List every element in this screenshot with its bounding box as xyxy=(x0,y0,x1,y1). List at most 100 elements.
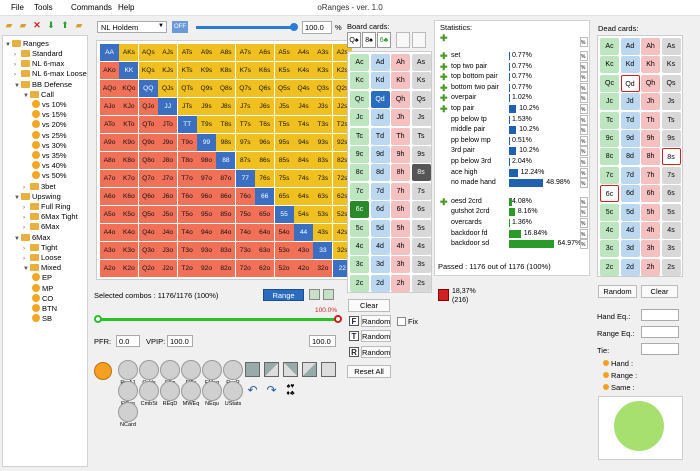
board-card[interactable]: 6d xyxy=(370,201,390,219)
hand-cell[interactable]: T4s xyxy=(294,116,313,133)
dead-card[interactable]: Qs xyxy=(661,74,681,92)
stat-percent-toggle[interactable]: % xyxy=(580,196,588,207)
dead-card[interactable]: Kd xyxy=(620,56,640,74)
stat-percent-toggle[interactable]: % xyxy=(580,51,588,61)
add-stat-icon[interactable]: ✚ xyxy=(440,82,448,93)
board-slot-3[interactable]: 6♣ xyxy=(377,32,391,48)
tool-icon[interactable] xyxy=(118,381,138,401)
hand-cell[interactable]: J6s xyxy=(255,98,275,115)
dead-card[interactable]: 5d xyxy=(620,203,640,221)
hand-cell[interactable]: 65o xyxy=(255,206,275,223)
hand-cell[interactable]: J7o xyxy=(158,170,178,187)
hand-cell[interactable]: K3s xyxy=(313,62,333,79)
hand-cell[interactable]: 55 xyxy=(274,206,294,223)
board-card[interactable]: 6c xyxy=(350,201,369,219)
dead-card[interactable]: 7s xyxy=(661,166,681,184)
hand-cell[interactable]: K2o xyxy=(119,260,139,277)
hand-cell[interactable]: 32o xyxy=(313,260,333,277)
menu-commands[interactable]: Commands xyxy=(71,3,112,12)
reset-all-button[interactable]: Reset All xyxy=(347,365,391,378)
hand-cell[interactable]: A5o xyxy=(100,206,119,223)
hand-cell[interactable]: 65s xyxy=(274,188,294,205)
dead-card[interactable]: 6s xyxy=(661,185,681,203)
hand-cell[interactable]: A5s xyxy=(274,44,294,61)
off-toggle[interactable]: OFF xyxy=(172,21,188,33)
hand-cell[interactable]: AJo xyxy=(100,98,119,115)
hand-cell[interactable]: 94s xyxy=(294,134,313,151)
board-card[interactable]: 3h xyxy=(391,256,410,274)
dead-card[interactable]: 7d xyxy=(620,166,640,184)
board-card[interactable]: 6s xyxy=(411,201,431,219)
hand-cell[interactable]: K3o xyxy=(119,242,139,259)
board-card[interactable]: Ks xyxy=(411,72,431,90)
board-card[interactable]: 3d xyxy=(370,256,390,274)
stat-percent-toggle[interactable]: % xyxy=(580,167,588,178)
hand-cell[interactable]: Q2o xyxy=(138,260,158,277)
dead-random-button[interactable]: Random xyxy=(598,285,637,298)
board-card[interactable]: Qs xyxy=(411,90,431,108)
dead-card[interactable]: 9h xyxy=(641,130,660,147)
hand-cell[interactable]: K6s xyxy=(255,62,275,79)
dead-card[interactable]: Jh xyxy=(641,93,660,111)
hand-cell[interactable]: AJs xyxy=(158,44,178,61)
board-card[interactable]: 8d xyxy=(370,164,390,182)
tree-item[interactable]: › 6Max xyxy=(23,222,60,232)
hand-cell[interactable]: 85s xyxy=(274,152,294,169)
hand-cell[interactable]: ATo xyxy=(100,116,119,133)
hand-cell[interactable]: K7o xyxy=(119,170,139,187)
random-flop-button[interactable]: Random xyxy=(361,315,391,327)
game-select[interactable]: NL Holdem ▼ xyxy=(97,21,167,33)
board-card[interactable]: 2h xyxy=(391,274,410,292)
hand-cell[interactable]: 43s xyxy=(313,224,333,241)
tree-item[interactable]: SB xyxy=(32,314,52,324)
hand-cell[interactable]: 93s xyxy=(313,134,333,151)
stat-percent-toggle[interactable]: % xyxy=(580,218,588,228)
stat-percent-toggle[interactable]: % xyxy=(580,114,588,125)
hand-cell[interactable]: K9s xyxy=(197,62,216,79)
hand-cell[interactable]: 43o xyxy=(294,242,313,259)
hand-cell[interactable]: J2o xyxy=(158,260,178,277)
hand-cell[interactable]: A4o xyxy=(100,224,119,241)
board-card[interactable]: Js xyxy=(411,109,431,127)
hand-cell[interactable]: A3o xyxy=(100,242,119,259)
tree-item[interactable]: MP xyxy=(32,283,53,294)
dead-card[interactable]: 2h xyxy=(641,258,660,276)
board-card[interactable]: 4h xyxy=(391,238,410,255)
dead-card[interactable]: Jd xyxy=(620,93,640,111)
board-card[interactable]: 5c xyxy=(350,219,369,237)
hand-cell[interactable]: AQo xyxy=(100,80,119,97)
board-card[interactable]: Kc xyxy=(350,72,369,90)
percent-slider-handle[interactable] xyxy=(290,23,298,31)
hand-cell[interactable]: K4o xyxy=(119,224,139,241)
hand-cell[interactable]: QQ xyxy=(138,80,158,97)
hand-cell[interactable]: K8o xyxy=(119,152,139,169)
triangle-right-icon[interactable] xyxy=(283,362,298,377)
hand-cell[interactable]: 88 xyxy=(216,152,236,169)
board-card[interactable]: 7h xyxy=(391,182,410,200)
dead-card[interactable]: Ac xyxy=(600,38,619,55)
hand-cell[interactable]: QJo xyxy=(138,98,158,115)
board-card[interactable]: 4d xyxy=(370,238,390,255)
dead-card[interactable]: Th xyxy=(641,111,660,129)
tree-item[interactable]: › 6Max Tight xyxy=(23,212,78,222)
chevron-right-icon[interactable]: › xyxy=(14,72,16,79)
hand-cell[interactable]: T2o xyxy=(177,260,197,277)
board-card[interactable]: Kh xyxy=(391,72,410,90)
hand-cell[interactable]: Q5o xyxy=(138,206,158,223)
chevron-down-icon[interactable]: ▼ xyxy=(23,92,29,99)
chevron-down-icon[interactable]: ▼ xyxy=(14,235,20,242)
hand-cell[interactable]: K7s xyxy=(235,62,255,79)
stat-percent-toggle[interactable]: % xyxy=(580,72,588,83)
stat-percent-toggle[interactable]: % xyxy=(580,239,588,250)
board-card[interactable]: Ah xyxy=(391,54,410,71)
tree-item[interactable]: › Standard xyxy=(14,49,63,58)
hand-cell[interactable]: J5o xyxy=(158,206,178,223)
dead-card[interactable]: 6c xyxy=(600,185,619,203)
hand-cell[interactable]: T3s xyxy=(313,116,333,133)
add-stat-icon[interactable]: ✚ xyxy=(440,93,448,104)
hand-cell[interactable]: KK xyxy=(119,62,139,79)
hand-cell[interactable]: KJo xyxy=(119,98,139,115)
tool-icon[interactable] xyxy=(223,360,243,380)
tree-item[interactable]: vs 25% xyxy=(32,130,67,141)
dead-card[interactable]: 8c xyxy=(600,148,619,166)
